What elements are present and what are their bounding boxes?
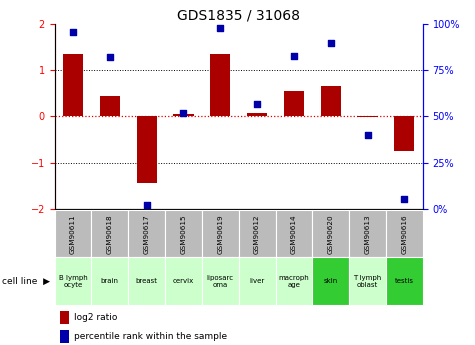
Text: cell line  ▶: cell line ▶ [2, 277, 50, 286]
Bar [55, 210, 91, 257]
Text: GSM90617: GSM90617 [143, 214, 150, 254]
Text: GSM90620: GSM90620 [328, 214, 334, 254]
Bar [386, 210, 423, 257]
Bar [321, 87, 341, 117]
Bar [276, 257, 313, 305]
Point [143, 202, 151, 208]
Text: GSM90611: GSM90611 [70, 214, 76, 254]
Point [217, 25, 224, 31]
Bar [247, 113, 267, 117]
Point [69, 29, 77, 34]
Title: GDS1835 / 31068: GDS1835 / 31068 [177, 9, 300, 23]
Point [364, 132, 371, 138]
Point [290, 53, 298, 58]
Bar [63, 54, 83, 117]
Bar [313, 257, 349, 305]
Text: testis: testis [395, 278, 414, 284]
Bar [394, 117, 415, 151]
Bar [128, 257, 165, 305]
Bar [276, 210, 313, 257]
Bar [91, 210, 128, 257]
Text: GSM90618: GSM90618 [107, 214, 113, 254]
Bar [91, 257, 128, 305]
Bar [165, 210, 202, 257]
Point [327, 40, 334, 45]
Bar [238, 210, 276, 257]
Text: cervix: cervix [173, 278, 194, 284]
Bar [202, 257, 238, 305]
Bar [349, 257, 386, 305]
Text: T lymph
oblast: T lymph oblast [353, 275, 381, 288]
Text: macroph
age: macroph age [278, 275, 309, 288]
Bar [136, 117, 157, 183]
Bar [60, 311, 69, 324]
Text: GSM90616: GSM90616 [401, 214, 408, 254]
Bar [165, 257, 202, 305]
Bar [238, 257, 276, 305]
Text: percentile rank within the sample: percentile rank within the sample [74, 332, 227, 341]
Text: GSM90615: GSM90615 [180, 214, 187, 254]
Text: GSM90619: GSM90619 [217, 214, 223, 254]
Bar [100, 96, 120, 117]
Text: skin: skin [323, 278, 338, 284]
Text: GSM90614: GSM90614 [291, 214, 297, 254]
Bar [386, 257, 423, 305]
Point [106, 55, 114, 60]
Bar [128, 210, 165, 257]
Bar [202, 210, 238, 257]
Text: breast: breast [136, 278, 158, 284]
Bar [210, 54, 230, 117]
Text: log2 ratio: log2 ratio [74, 313, 117, 322]
Bar [60, 330, 69, 343]
Text: B lymph
ocyte: B lymph ocyte [58, 275, 87, 288]
Bar [173, 114, 194, 117]
Text: GSM90612: GSM90612 [254, 214, 260, 254]
Text: brain: brain [101, 278, 119, 284]
Point [400, 197, 408, 202]
Bar [284, 91, 304, 117]
Bar [313, 210, 349, 257]
Point [253, 101, 261, 106]
Bar [349, 210, 386, 257]
Text: GSM90613: GSM90613 [364, 214, 370, 254]
Bar [55, 257, 91, 305]
Text: liposarc
oma: liposarc oma [207, 275, 234, 288]
Point [180, 110, 187, 116]
Text: liver: liver [249, 278, 265, 284]
